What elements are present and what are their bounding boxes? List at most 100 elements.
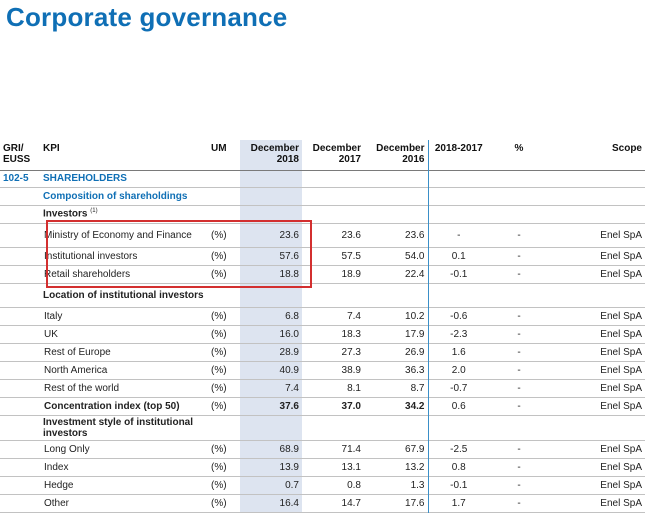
um-cell: (%) (211, 382, 227, 394)
kpi-cell: Other (44, 497, 70, 509)
value-2016: 23.6 (405, 229, 425, 241)
table-row: Italy (%) 6.8 7.4 10.2 -0.6 - Enel SpA (0, 307, 645, 325)
um-cell: (%) (211, 479, 227, 491)
gri-code: 102-5 (3, 173, 29, 184)
um-cell: (%) (211, 346, 227, 358)
value-percent: - (517, 346, 521, 358)
value-2016: 26.9 (405, 346, 425, 358)
gri-cell (0, 397, 40, 415)
value-diff: 1.6 (427, 343, 489, 361)
scope-cell: Enel SpA (600, 479, 642, 491)
subsection-title: Composition of shareholdings (43, 190, 188, 202)
value-2016: 67.9 (405, 443, 425, 455)
table-row: Retail shareholders (%) 18.8 18.9 22.4 -0.1 - E… (0, 265, 645, 283)
table-row: Other (%) 16.4 14.7 17.6 1.7 - Enel SpA (0, 494, 645, 512)
value-2018: 40.9 (240, 361, 302, 379)
value-percent: - (517, 479, 521, 491)
value-percent: - (517, 364, 521, 376)
gri-cell (0, 440, 40, 458)
value-diff: - (427, 223, 489, 247)
scope-cell: Enel SpA (600, 400, 642, 412)
kpi-table: GRI/EUSS KPI UM December 2018 December 201… (0, 140, 645, 513)
value-diff: -0.7 (427, 379, 489, 397)
um-cell: (%) (211, 364, 227, 376)
section-title: SHAREHOLDERS (43, 173, 127, 184)
subsection-row: Composition of shareholdings (0, 187, 645, 205)
value-percent: - (517, 229, 521, 241)
kpi-cell: Ministry of Economy and Finance (44, 229, 192, 241)
table-row: Index (%) 13.9 13.1 13.2 0.8 - Enel SpA (0, 458, 645, 476)
header-um: UM (211, 143, 227, 154)
scope-cell: Enel SpA (600, 310, 642, 322)
table-row: Rest of the world (%) 7.4 8.1 8.7 -0.7 - Enel S… (0, 379, 645, 397)
group-label: Location of institutional investors (43, 289, 204, 301)
kpi-cell: Italy (44, 310, 63, 322)
value-diff: 2.0 (427, 361, 489, 379)
value-2018: 16.4 (240, 494, 302, 512)
value-diff: 0.6 (427, 397, 489, 415)
header-percent: % (514, 143, 524, 154)
value-2016: 17.9 (405, 328, 425, 340)
gri-cell (0, 247, 40, 265)
value-diff: 0.1 (427, 247, 489, 265)
value-percent: - (517, 310, 521, 322)
value-2017: 37.0 (341, 400, 361, 412)
value-diff: 0.8 (427, 458, 489, 476)
value-2016: 8.7 (410, 382, 425, 394)
scope-cell: Enel SpA (600, 250, 642, 262)
value-diff: -2.3 (427, 325, 489, 343)
table-row: Concentration index (top 50) (%) 37.6 37.0 3… (0, 397, 645, 415)
kpi-table-container: GRI/EUSS KPI UM December 2018 December 201… (0, 140, 650, 513)
value-percent: - (517, 328, 521, 340)
value-2017: 57.5 (341, 250, 361, 262)
value-2016: 34.2 (405, 400, 425, 412)
kpi-cell: Concentration index (top 50) (44, 400, 180, 412)
value-percent: - (517, 382, 521, 394)
header-december-2017: December 2017 (312, 143, 361, 165)
table-row: Hedge (%) 0.7 0.8 1.3 -0.1 - Enel SpA (0, 476, 645, 494)
um-cell: (%) (211, 250, 227, 262)
value-2016: 17.6 (405, 497, 425, 509)
group-row-location: Location of institutional investors (0, 283, 645, 307)
header-december-2018: December 2018 (240, 140, 302, 170)
gri-cell (0, 307, 40, 325)
value-2016: 54.0 (405, 250, 425, 262)
value-diff: -0.1 (427, 476, 489, 494)
um-cell: (%) (211, 229, 227, 241)
scope-cell: Enel SpA (600, 229, 642, 241)
value-2018: 37.6 (240, 397, 302, 415)
kpi-cell: Rest of the world (44, 382, 120, 394)
um-cell: (%) (211, 443, 227, 455)
value-2017: 7.4 (347, 310, 361, 322)
um-cell: (%) (211, 328, 227, 340)
gri-cell (0, 223, 40, 247)
value-2017: 27.3 (341, 346, 361, 358)
kpi-cell: Institutional investors (44, 250, 138, 262)
scope-cell: Enel SpA (600, 328, 642, 340)
value-percent: - (517, 461, 521, 473)
value-2016: 36.3 (405, 364, 425, 376)
scope-cell: Enel SpA (600, 461, 642, 473)
table-row: Rest of Europe (%) 28.9 27.3 26.9 1.6 - Enel Sp… (0, 343, 645, 361)
value-2018: 57.6 (240, 247, 302, 265)
header-scope: Scope (611, 143, 642, 154)
value-2018: 6.8 (240, 307, 302, 325)
value-2017: 0.8 (347, 479, 361, 491)
scope-cell: Enel SpA (600, 364, 642, 376)
header-december-2016: December 2016 (376, 143, 425, 165)
table-row: Ministry of Economy and Finance (%) 23.6 23… (0, 223, 645, 247)
kpi-cell: Index (44, 461, 69, 473)
value-diff: -2.5 (427, 440, 489, 458)
value-2017: 38.9 (341, 364, 361, 376)
value-percent: - (517, 443, 521, 455)
gri-cell (0, 458, 40, 476)
footnote-marker: (1) (90, 208, 98, 215)
gri-cell (0, 343, 40, 361)
value-2017: 18.3 (341, 328, 361, 340)
table-row: Long Only (%) 68.9 71.4 67.9 -2.5 - Enel SpA (0, 440, 645, 458)
value-percent: - (517, 268, 521, 280)
table-row: North America (%) 40.9 38.9 36.3 2.0 - Enel SpA (0, 361, 645, 379)
value-percent: - (517, 250, 521, 262)
um-cell: (%) (211, 497, 227, 509)
gri-cell (0, 494, 40, 512)
